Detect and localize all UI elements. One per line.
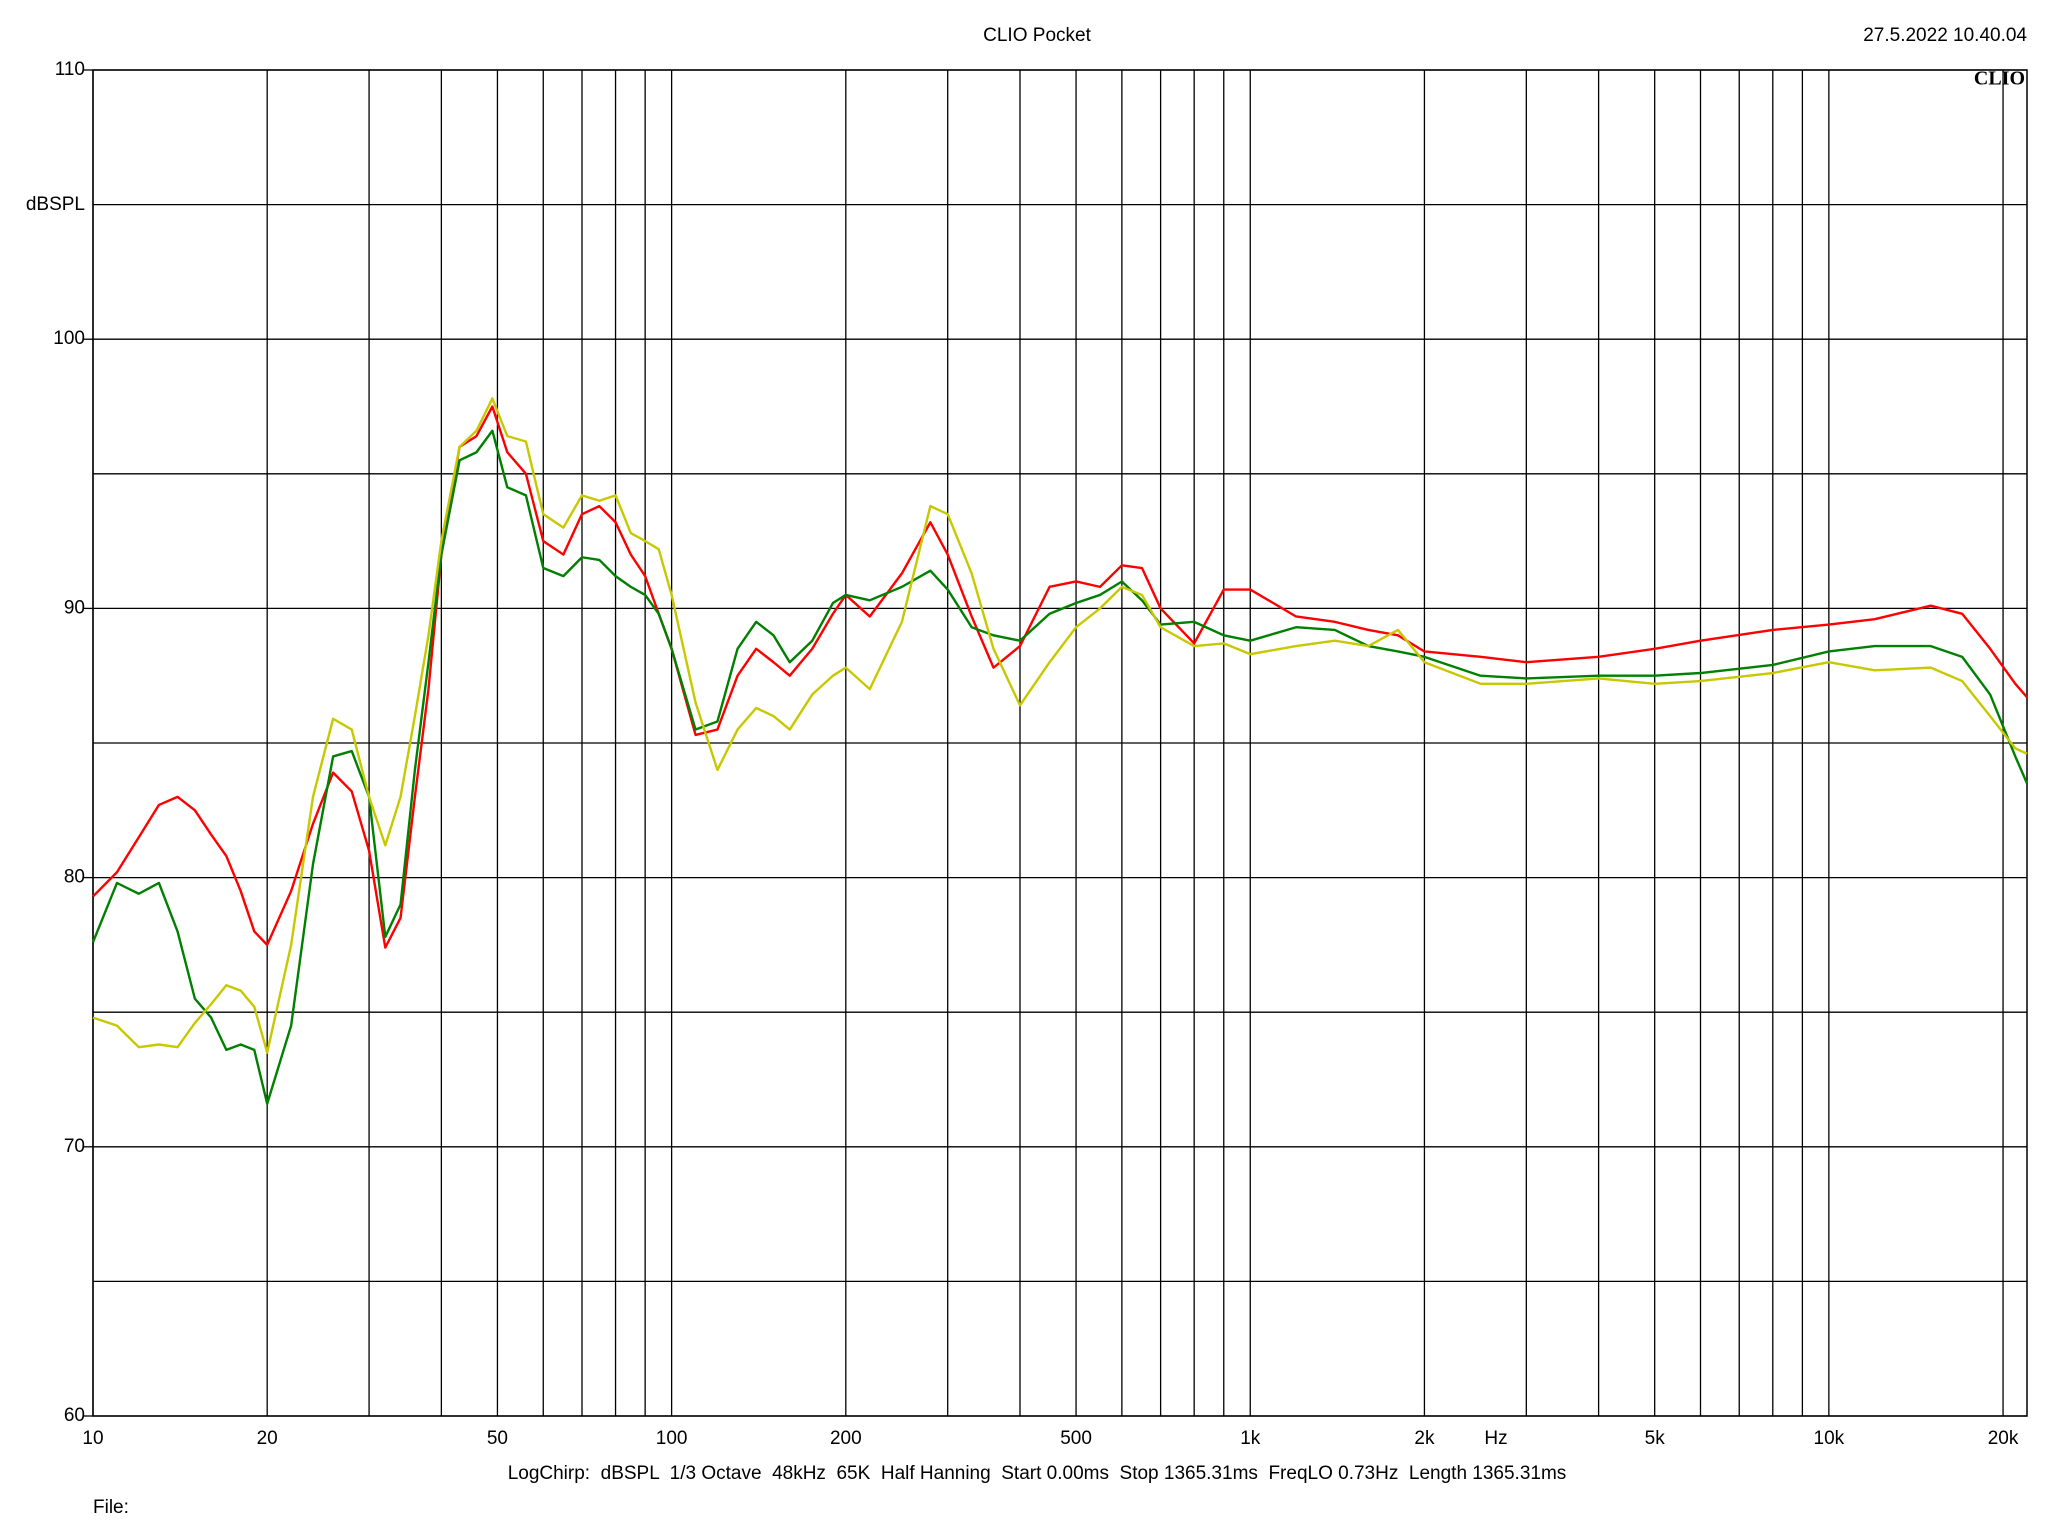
series-line: [92, 405, 2028, 949]
file-label: File:: [93, 1497, 129, 1518]
y-tick-label: 70: [64, 1136, 85, 1157]
timestamp: 27.5.2022 10.40.04: [1863, 25, 2027, 46]
x-tick-label: 1k: [1240, 1428, 1261, 1449]
x-tick-label: 20: [257, 1428, 278, 1449]
y-tick-label: 110: [55, 59, 85, 80]
y-tick-label: 60: [64, 1405, 85, 1426]
plot-frame: [92, 69, 2028, 1417]
x-tick-label: 200: [830, 1428, 862, 1449]
x-tick-label: 500: [1060, 1428, 1092, 1449]
y-tick-label: 80: [64, 867, 85, 888]
footer: LogChirp: dBSPL 1/3 Octave 48kHz 65K Hal…: [508, 1463, 1567, 1484]
x-tick-label: 20k: [1988, 1428, 2019, 1449]
x-tick-label: 5k: [1645, 1428, 1666, 1449]
x-tick-label: 50: [487, 1428, 508, 1449]
x-tick-label: 10: [82, 1428, 103, 1449]
y-axis-label: dBSPL: [26, 194, 85, 215]
series-line: [92, 397, 2028, 1054]
series-line: [91, 429, 2029, 1105]
x-tick-label: 10k: [1814, 1428, 1845, 1449]
x-tick-label: 2k: [1414, 1428, 1435, 1449]
chart-title: CLIO Pocket: [983, 25, 1091, 46]
y-tick-label: 90: [64, 597, 85, 618]
y-tick-label: 100: [53, 328, 85, 349]
x-tick-label: 100: [656, 1428, 688, 1449]
x-axis-label: Hz: [1484, 1428, 1507, 1449]
logo: CLIO: [1974, 68, 2025, 90]
